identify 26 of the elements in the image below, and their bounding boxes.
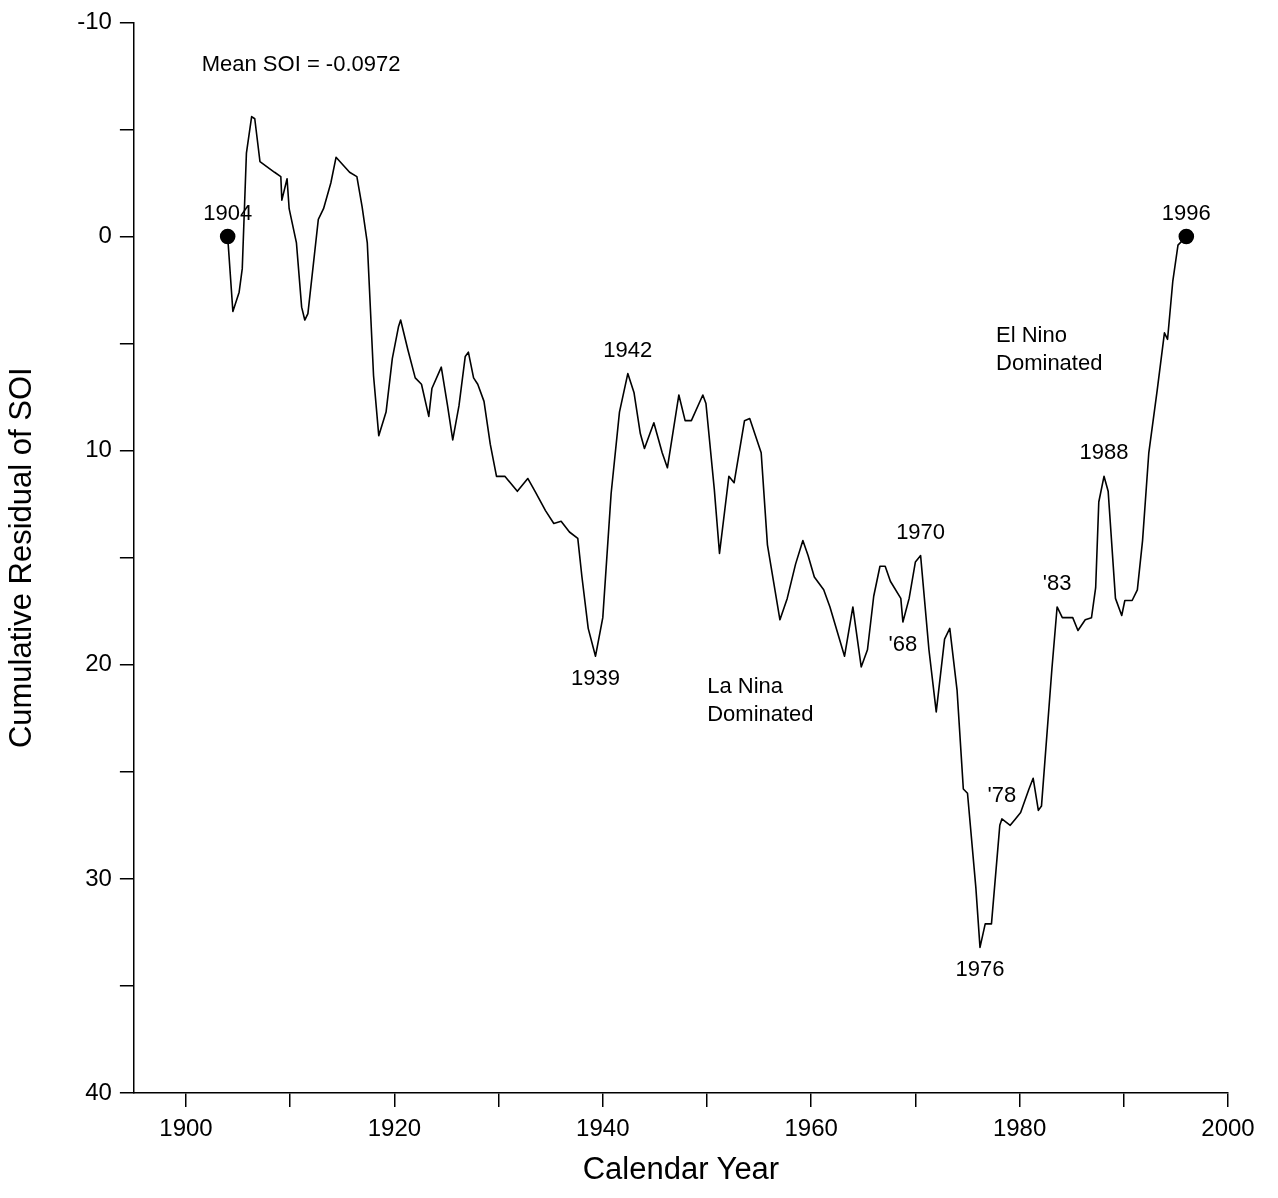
annotation: 1976 — [955, 956, 1005, 982]
x-tick-label: 1980 — [992, 1114, 1047, 1142]
annotation: 1939 — [571, 665, 620, 691]
y-axis-title: Cumulative Residual of SOI — [3, 367, 39, 749]
y-tick-label: 30 — [85, 863, 112, 891]
annotation: '78 — [987, 781, 1017, 807]
y-tick-label: 20 — [85, 649, 112, 677]
x-tick-label: 2000 — [1201, 1114, 1255, 1142]
annotation: La Nina Dominated — [707, 673, 814, 727]
annotation: El Nino Dominated — [996, 322, 1103, 376]
annotation: 1942 — [603, 336, 653, 362]
annotation: '83 — [1042, 570, 1072, 596]
x-tick-label: 1940 — [576, 1114, 630, 1142]
y-tick-label: -10 — [77, 7, 112, 35]
y-tick-label: 10 — [85, 435, 112, 463]
y-tick-label: 0 — [98, 221, 112, 249]
annotation: Mean SOI = -0.0972 — [201, 51, 401, 77]
y-tick-label: 40 — [85, 1077, 112, 1105]
x-axis-title: Calendar Year — [582, 1150, 780, 1186]
annotation: 1970 — [896, 518, 946, 544]
annotation: 1996 — [1161, 199, 1211, 225]
annotation: '68 — [888, 631, 918, 656]
x-tick-label: 1900 — [159, 1114, 213, 1142]
annotation: 1988 — [1079, 439, 1129, 465]
x-tick-label: 1920 — [367, 1114, 422, 1142]
x-tick-label: 1960 — [784, 1114, 838, 1142]
